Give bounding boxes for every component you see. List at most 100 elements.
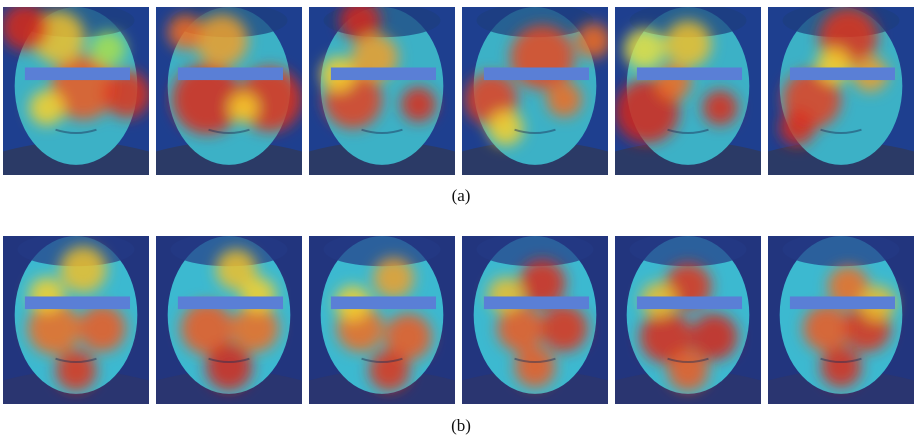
activation-spot: [639, 310, 693, 364]
heatmap-image: [156, 236, 302, 404]
eye-censor-bar: [789, 67, 896, 81]
activation-spot: [167, 14, 203, 50]
activation-layer: [180, 249, 279, 391]
heatmap-tile: [768, 7, 914, 175]
activation-layer: [167, 14, 302, 135]
heatmap-image: [462, 236, 608, 404]
mouth-line: [208, 128, 250, 134]
mouth-line: [514, 128, 556, 134]
heatmap-tile: [3, 236, 149, 404]
mouth-line: [55, 357, 97, 363]
hair-region: [323, 236, 441, 267]
mouth-line: [820, 357, 862, 363]
heatmap-image: [3, 236, 149, 404]
eye-censor-bar: [330, 296, 437, 310]
heatmap-tile: [156, 7, 302, 175]
heatmap-tile: [462, 236, 608, 404]
activation-spot: [195, 14, 248, 67]
heatmap-image: [462, 7, 608, 175]
eye-censor-bar: [177, 67, 284, 81]
heatmap-image: [768, 7, 914, 175]
heatmap-tile: [309, 7, 455, 175]
hair-region: [782, 236, 900, 267]
activation-spot: [702, 90, 738, 126]
mouth-line: [667, 357, 709, 363]
hair-region: [476, 236, 594, 267]
activation-spot: [518, 259, 566, 307]
eye-censor-bar: [24, 296, 131, 310]
mouth-line: [361, 128, 403, 134]
activation-layer: [335, 257, 432, 391]
activation-spot: [373, 257, 415, 299]
heatmap-image: [3, 7, 149, 175]
activation-spot: [205, 343, 253, 391]
heatmap-tile: [768, 236, 914, 404]
eye-censor-bar: [330, 67, 437, 81]
hair-region: [629, 236, 747, 267]
activation-spot: [90, 31, 126, 67]
heatmap-tile: [615, 236, 761, 404]
activation-spot: [820, 346, 862, 388]
heatmap-tile: [156, 236, 302, 404]
eye-censor-bar: [636, 67, 743, 81]
heatmap-image: [615, 236, 761, 404]
activation-spot: [229, 93, 259, 123]
activation-spot: [78, 305, 126, 352]
mouth-line: [55, 128, 97, 134]
activation-spot: [384, 313, 432, 361]
heatmap-image: [768, 236, 914, 404]
mouth-line: [208, 357, 250, 363]
activation-spot: [27, 302, 81, 355]
hair-region: [476, 7, 594, 38]
activation-spot: [368, 349, 410, 391]
activation-spot: [3, 7, 49, 51]
heatmap-tile: [615, 7, 761, 175]
activation-spot: [803, 305, 850, 352]
mouth-line: [667, 128, 709, 134]
panel-a-caption: (a): [451, 186, 471, 205]
activation-spot: [488, 110, 524, 146]
activation-spot: [667, 349, 709, 391]
eye-censor-bar: [789, 296, 896, 310]
activation-spot: [180, 302, 234, 355]
activation-spot: [664, 20, 712, 68]
heatmap-tile: [3, 7, 149, 175]
heatmap-image: [615, 7, 761, 175]
activation-spot: [514, 346, 556, 388]
activation-spot: [779, 110, 815, 146]
heatmap-image: [309, 236, 455, 404]
activation-spot: [400, 86, 437, 122]
heatmap-image: [309, 7, 455, 175]
heatmap-tile: [309, 236, 455, 404]
activation-spot: [497, 305, 544, 352]
activation-layer: [27, 246, 126, 391]
activation-spot: [59, 246, 107, 293]
eye-censor-bar: [24, 67, 131, 81]
activation-layer: [615, 20, 738, 144]
activation-spot: [215, 249, 257, 291]
activation-spot: [575, 23, 608, 59]
activation-spot: [623, 28, 665, 70]
activation-spot: [546, 81, 582, 117]
panel-a-row: [0, 7, 922, 175]
heatmap-tile: [462, 7, 608, 175]
activation-spot: [540, 305, 588, 352]
activation-spot: [172, 64, 243, 135]
activation-spot: [55, 349, 97, 391]
panel-b-row: [0, 236, 922, 404]
eye-censor-bar: [483, 296, 590, 310]
activation-spot: [29, 90, 65, 126]
eye-censor-bar: [177, 296, 284, 310]
eye-censor-bar: [483, 67, 590, 81]
activation-spot: [231, 305, 279, 352]
activation-spot: [103, 71, 149, 118]
mouth-line: [820, 128, 862, 134]
activation-spot: [339, 7, 381, 41]
activation-spot: [690, 313, 738, 361]
eye-censor-bar: [636, 296, 743, 310]
mouth-line: [514, 357, 556, 363]
heatmap-image: [156, 7, 302, 175]
activation-layer: [488, 259, 588, 388]
panel-b-caption: (b): [451, 416, 471, 435]
mouth-line: [361, 357, 403, 363]
